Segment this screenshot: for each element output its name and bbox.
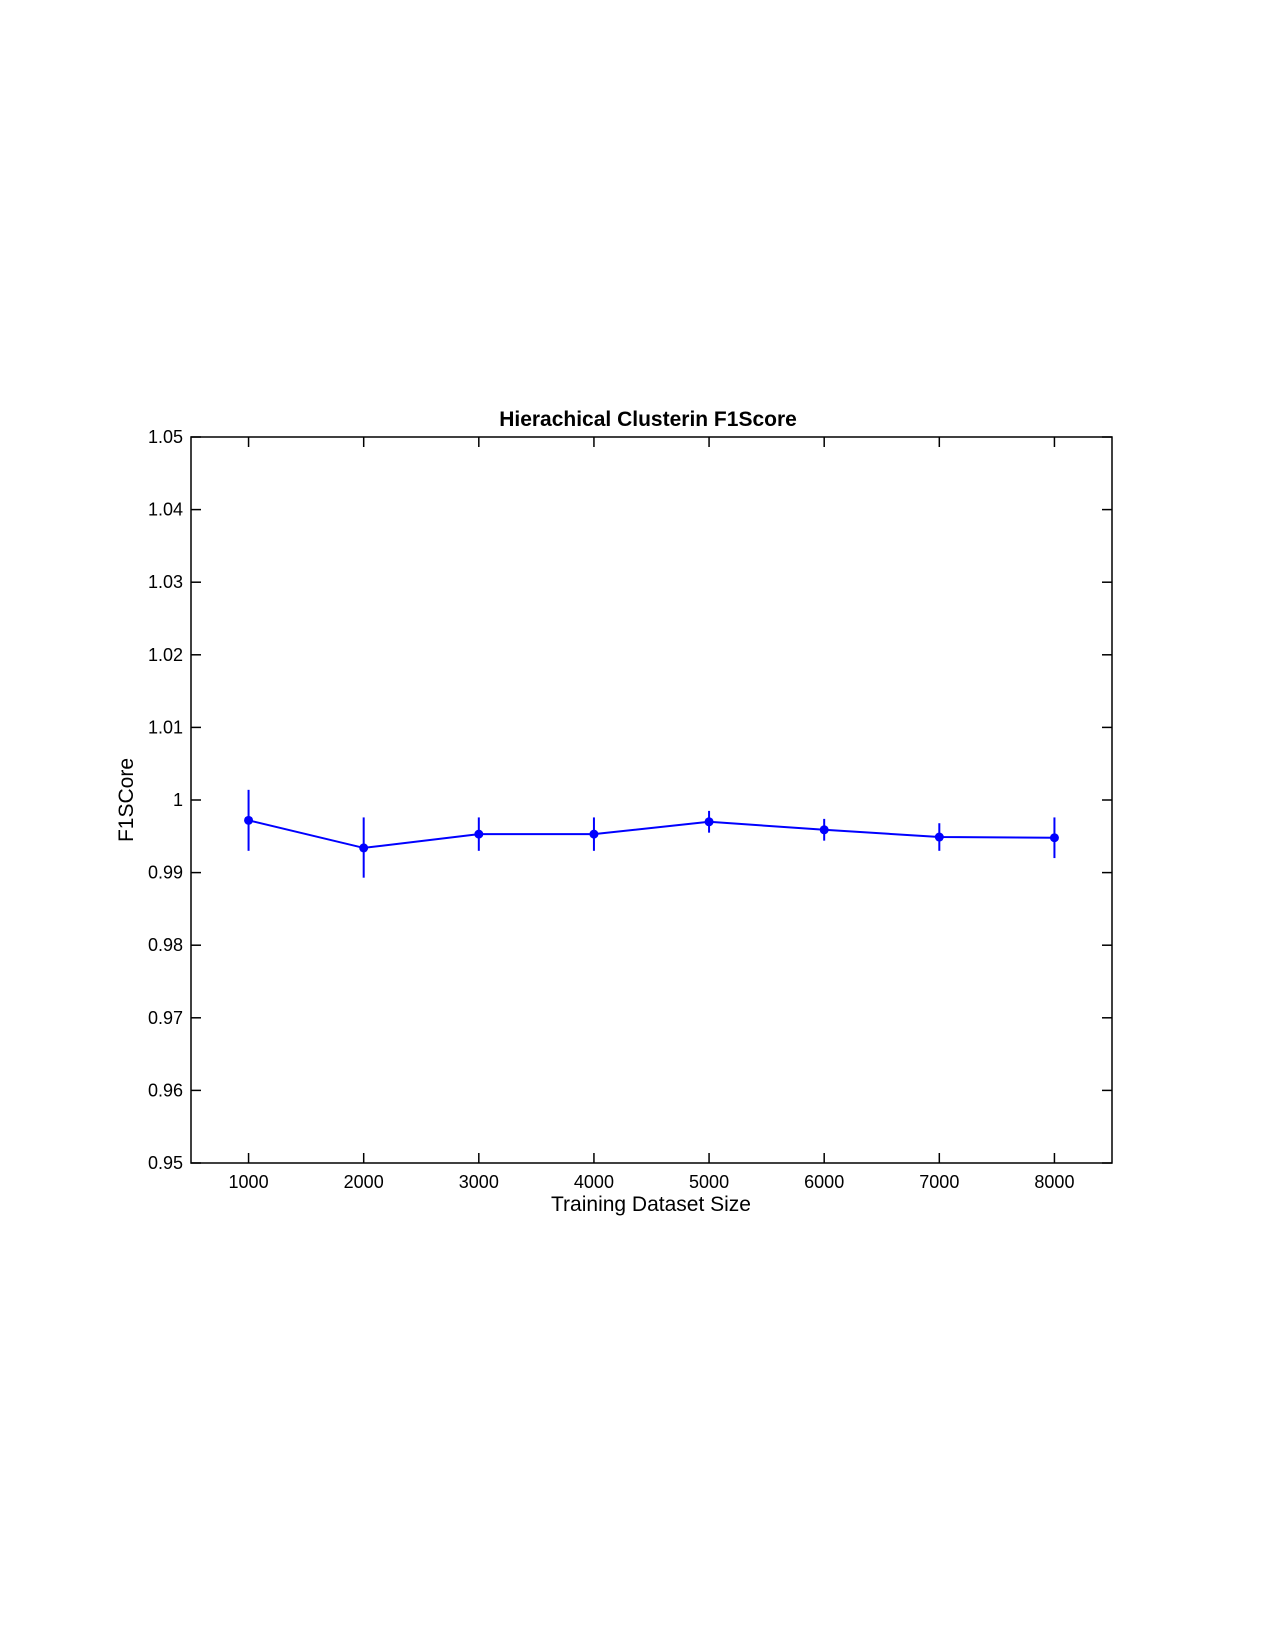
y-tick-label: 0.95 [148, 1153, 183, 1173]
y-tick-label: 1 [173, 790, 183, 810]
x-tick-label: 2000 [344, 1172, 384, 1192]
series-line [248, 819, 1055, 849]
y-axis: 0.95 0.96 0.97 0.98 0.99 1 1.01 1.02 1.03 1.04 1.0… [148, 427, 1112, 1173]
x-axis-label: Training Dataset Size [551, 1193, 751, 1216]
y-tick-label: 1.03 [148, 572, 183, 592]
y-tick-label: 1.02 [148, 645, 183, 665]
y-tick-label: 0.98 [148, 935, 183, 955]
y-tick-label: 0.96 [148, 1080, 183, 1100]
data-point [704, 817, 714, 827]
x-tick-label: 8000 [1034, 1172, 1074, 1192]
plot-frame [190, 436, 1113, 1164]
data-point [359, 843, 369, 853]
data-point [934, 832, 944, 842]
x-tick-label: 7000 [919, 1172, 959, 1192]
plot-area [244, 789, 1059, 878]
data-point [244, 815, 254, 825]
chart-title: Hierachical Clusterin F1Score [499, 408, 797, 431]
data-point [474, 829, 484, 839]
y-tick-label: 1.04 [148, 500, 183, 520]
x-axis: 1000 2000 3000 4000 5000 6000 7000 8000 [229, 437, 1074, 1192]
y-tick-label: 1.05 [148, 427, 183, 447]
data-point [1049, 833, 1059, 843]
x-tick-label: 6000 [804, 1172, 844, 1192]
x-tick-label: 3000 [459, 1172, 499, 1192]
y-tick-label: 1.01 [148, 717, 183, 737]
data-point [589, 829, 599, 839]
y-tick-label: 0.97 [148, 1008, 183, 1028]
y-tick-label: 0.99 [148, 863, 183, 883]
x-tick-label: 4000 [574, 1172, 614, 1192]
x-tick-label: 1000 [229, 1172, 269, 1192]
x-tick-label: 5000 [689, 1172, 729, 1192]
y-axis-label: F1SCore [115, 758, 138, 842]
data-point [819, 825, 829, 835]
